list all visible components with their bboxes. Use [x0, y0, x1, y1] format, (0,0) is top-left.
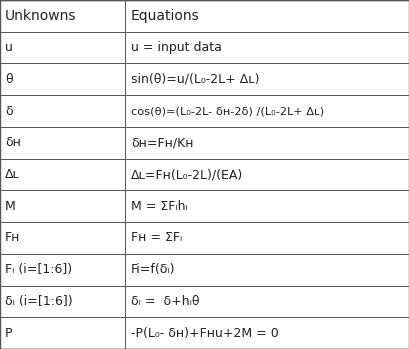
Text: -P(L₀- δʜ)+Fʜu+2M = 0: -P(L₀- δʜ)+Fʜu+2M = 0 — [131, 327, 279, 340]
Text: δʜ: δʜ — [5, 136, 21, 149]
Text: M = ΣFᵢhᵢ: M = ΣFᵢhᵢ — [131, 200, 188, 213]
Text: Fʜ = ΣFᵢ: Fʜ = ΣFᵢ — [131, 231, 182, 244]
Text: Equations: Equations — [131, 9, 200, 23]
Text: δ: δ — [5, 105, 13, 118]
Text: P: P — [5, 327, 12, 340]
Text: δʜ=Fʜ/Kʜ: δʜ=Fʜ/Kʜ — [131, 136, 193, 149]
Text: cos(θ)=(L₀-2L- δʜ-2δ) /(L₀-2L+ Δʟ): cos(θ)=(L₀-2L- δʜ-2δ) /(L₀-2L+ Δʟ) — [131, 106, 324, 116]
Text: δᵢ (i=[1:6]): δᵢ (i=[1:6]) — [5, 295, 72, 308]
Text: Δʟ=Fʜ(L₀-2L)/(EA): Δʟ=Fʜ(L₀-2L)/(EA) — [131, 168, 243, 181]
Text: Δʟ: Δʟ — [5, 168, 20, 181]
Text: Fi=f(δᵢ): Fi=f(δᵢ) — [131, 263, 175, 276]
Text: θ: θ — [5, 73, 13, 86]
Text: Fᵢ (i=[1:6]): Fᵢ (i=[1:6]) — [5, 263, 72, 276]
Text: Fʜ: Fʜ — [5, 231, 20, 244]
Text: M: M — [5, 200, 16, 213]
Text: u: u — [5, 41, 13, 54]
Text: u = input data: u = input data — [131, 41, 222, 54]
Text: Unknowns: Unknowns — [5, 9, 76, 23]
Text: δᵢ =  δ+hᵢθ: δᵢ = δ+hᵢθ — [131, 295, 199, 308]
Text: sin(θ)=u/(L₀-2L+ Δʟ): sin(θ)=u/(L₀-2L+ Δʟ) — [131, 73, 259, 86]
